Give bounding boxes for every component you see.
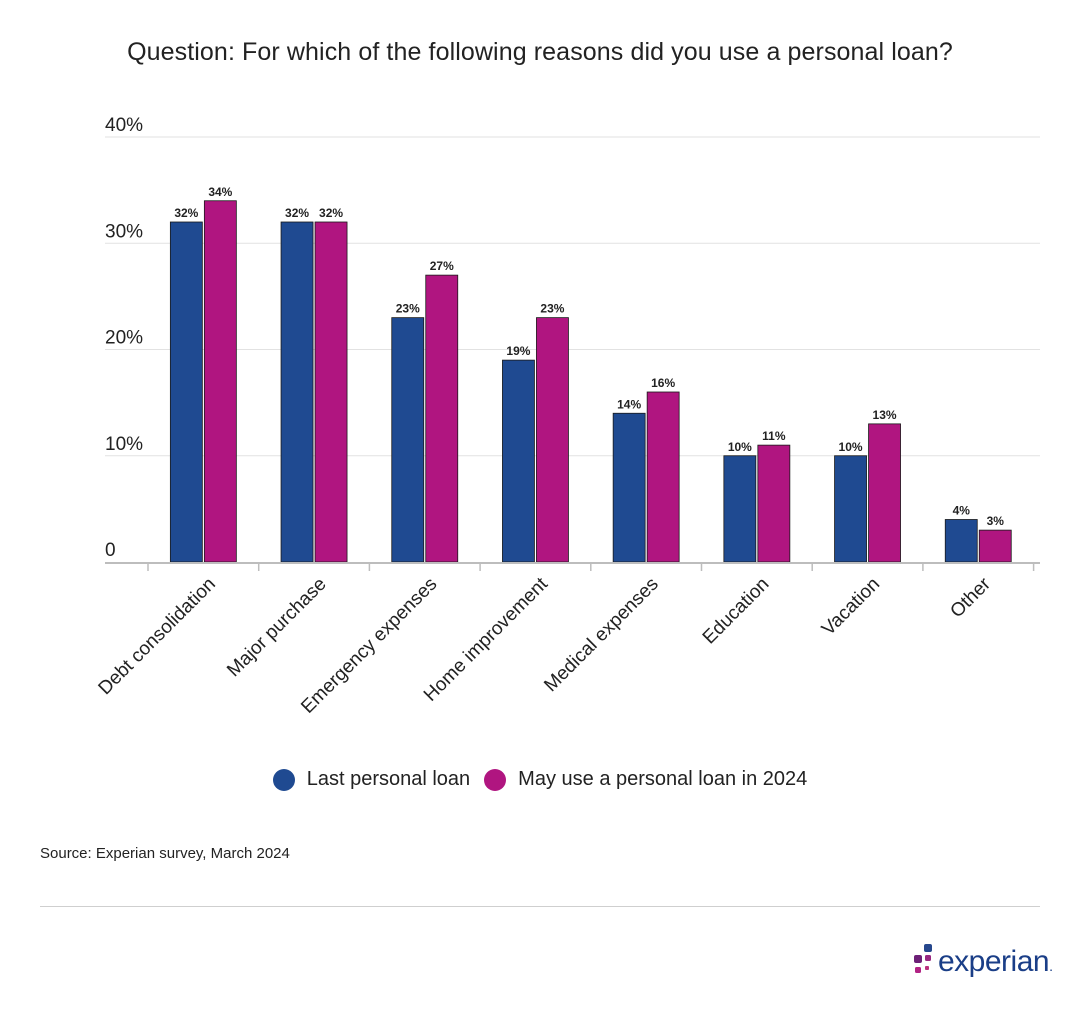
bar-series-2 [425, 274, 459, 563]
data-label: 11% [762, 429, 786, 443]
bar-series-1 [391, 317, 425, 563]
legend-item-last-personal-loan[interactable]: Last personal loan [272, 768, 471, 791]
legend-item-may-use-2024[interactable]: May use a personal loan in 2024 [484, 768, 807, 791]
experian-logo: experian . [912, 940, 1053, 984]
legend-swatch-series-2 [484, 768, 507, 791]
bar-series-1 [944, 519, 978, 563]
bar-series-1 [169, 221, 203, 563]
data-label: 27% [430, 259, 454, 273]
experian-logo-icon [914, 944, 932, 973]
x-tick-label: Education [699, 574, 774, 649]
y-tick-label: 40% [105, 115, 143, 136]
data-label: 34% [208, 185, 232, 199]
x-tick-label: Major purchase [223, 574, 330, 681]
data-label: 32% [174, 206, 198, 220]
logo-wordmark: experian [938, 945, 1050, 978]
bar-series-1 [280, 221, 314, 563]
data-label: 10% [839, 440, 863, 454]
bars [169, 200, 1012, 563]
y-axis-ticks: 0 10% 20% 30% 40% [105, 115, 143, 561]
y-tick-label: 20% [105, 328, 143, 349]
y-tick-label: 10% [105, 434, 143, 455]
legend-swatch-series-1 [272, 768, 295, 791]
legend-label: Last personal loan [306, 768, 471, 790]
bar-series-1 [502, 359, 535, 563]
x-tick-label: Vacation [818, 574, 884, 640]
data-label: 23% [540, 302, 564, 316]
x-tick-label: Other [946, 573, 995, 622]
data-label: 4% [953, 504, 971, 518]
data-labels: 32% 34% 32% 32% 23% 27% 19% 23% 14% 16% 10% 11% 10% 1… [174, 185, 1004, 528]
logo-wordmark-dot: . [1049, 958, 1053, 974]
data-label: 14% [617, 397, 641, 411]
data-label: 23% [396, 302, 420, 316]
data-label: 13% [873, 408, 897, 422]
source-note: Source: Experian survey, March 2024 [40, 845, 290, 862]
gridlines [105, 136, 1040, 457]
bar-series-1 [723, 455, 757, 563]
bar-series-2 [757, 444, 791, 563]
data-label: 32% [285, 206, 309, 220]
data-label: 3% [987, 514, 1005, 528]
bar-series-2 [978, 529, 1012, 563]
y-tick-label: 30% [105, 221, 143, 242]
bar-series-2 [314, 221, 348, 563]
bar-series-1 [612, 412, 646, 563]
bar-series-2 [536, 317, 569, 563]
x-axis-ticks: Debt consolidation Major purchaseEmergenc… [95, 573, 996, 718]
data-label: 32% [319, 206, 343, 220]
data-label: 16% [651, 376, 675, 390]
x-tick-label: Debt consolidation [95, 574, 220, 699]
legend: Last personal loan May use a personal lo… [0, 768, 1080, 791]
x-axis [105, 562, 1040, 571]
data-label: 10% [728, 440, 752, 454]
bar-series-2 [203, 200, 237, 563]
bar-series-1 [834, 455, 867, 563]
x-tick-label: Medical expenses [540, 574, 662, 696]
x-tick-label: Home improvement [420, 573, 553, 706]
y-tick-label: 0 [105, 540, 116, 561]
bar-series-2 [646, 391, 680, 563]
legend-label: May use a personal loan in 2024 [518, 768, 808, 790]
bar-series-2 [868, 423, 901, 563]
data-label: 19% [506, 344, 530, 358]
divider [40, 906, 1040, 907]
chart-title: Question: For which of the following rea… [127, 38, 953, 66]
